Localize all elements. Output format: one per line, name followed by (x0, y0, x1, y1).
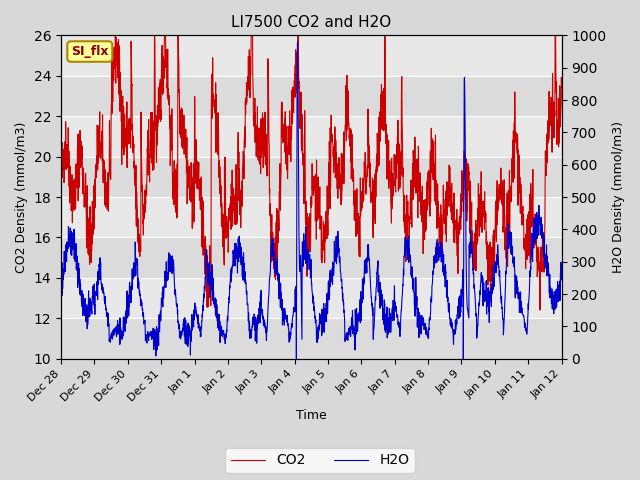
Line: CO2: CO2 (61, 36, 561, 310)
H2O (292, 356, 300, 361)
Text: SI_flx: SI_flx (71, 45, 109, 58)
CO2 (326, 156, 333, 162)
H2O (57, 298, 65, 304)
H2O (294, 39, 301, 45)
H2O (557, 270, 565, 276)
CO2 (197, 176, 205, 181)
H2O (196, 331, 204, 336)
Line: H2O: H2O (61, 42, 561, 359)
CO2 (514, 132, 522, 137)
Bar (61, 238, 561, 278)
CO2 (527, 216, 535, 222)
Bar (61, 76, 561, 116)
Bar (61, 156, 561, 197)
Bar (61, 318, 561, 359)
CO2 (457, 204, 465, 210)
X-axis label: Time: Time (296, 409, 326, 422)
Title: LI7500 CO2 and H2O: LI7500 CO2 and H2O (231, 15, 392, 30)
H2O (337, 269, 344, 275)
CO2 (57, 176, 65, 182)
H2O (326, 270, 333, 276)
CO2 (536, 307, 544, 313)
H2O (514, 284, 522, 290)
CO2 (557, 84, 565, 90)
Legend: CO2, H2O: CO2, H2O (225, 448, 415, 473)
Y-axis label: CO2 Density (mmol/m3): CO2 Density (mmol/m3) (15, 121, 28, 273)
H2O (457, 310, 465, 315)
H2O (528, 230, 536, 236)
CO2 (337, 180, 344, 185)
Y-axis label: H2O Density (mmol/m3): H2O Density (mmol/m3) (612, 121, 625, 273)
CO2 (111, 33, 119, 38)
